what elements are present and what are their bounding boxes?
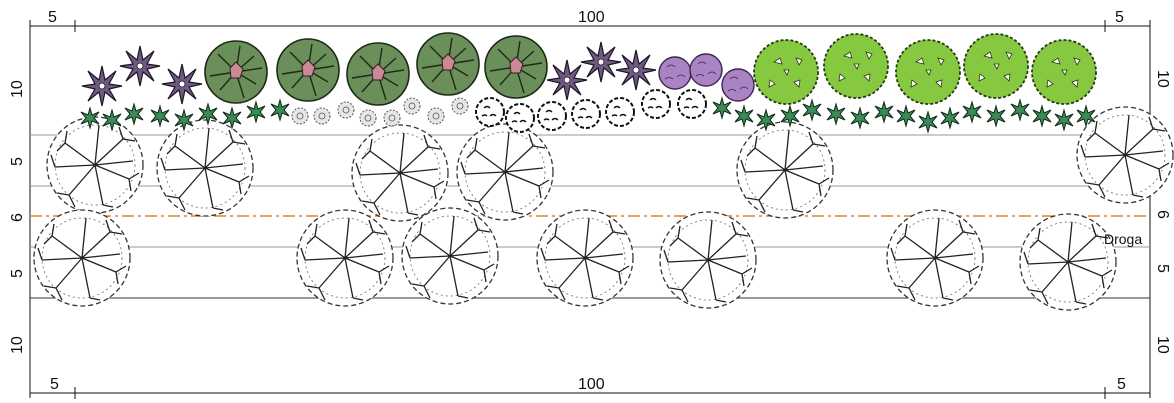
bottom-left-dimension: 5 [50,376,59,393]
dimension-lines [29,20,1151,399]
deciduous-tree-outline-icon [296,209,394,307]
round-shrub-icon [359,109,377,127]
deciduous-tree-outline-icon [33,209,131,307]
dark-crown-row [204,32,548,106]
small-shrub-icon [802,99,822,121]
conifer-crown-icon [416,32,480,96]
deciduous-tree-outline-icon [351,124,449,222]
deciduous-tree-outline-icon [456,123,554,221]
light-crown-row [753,33,1097,105]
bottom-right-dimension: 5 [1117,376,1126,393]
round-shrub-icon [571,99,601,129]
round-shrub-icon [641,89,671,119]
small-shrub-icon [712,97,732,119]
bottom-center-dimension: 100 [578,376,605,393]
small-shrub-icon [1032,105,1052,127]
top-left-dimension: 5 [48,9,57,26]
spiky-shrub-icon [580,41,622,83]
top-center-dimension: 100 [578,9,605,26]
round-shrub-icon [337,101,355,119]
broadleaf-crown-icon [823,33,889,99]
small-shrub-icon [1010,99,1030,121]
right-dimension-5: 10 [1154,336,1171,354]
round-shrub-icon [427,107,445,125]
left-dimension-3: 6 [9,213,26,222]
spiky-shrub-icon [119,45,161,87]
small-shrub-icon [246,101,266,123]
spiky-shrub-icon [161,63,203,105]
round-shrub-icon [291,107,309,125]
right-dimension-3: 6 [1154,210,1171,219]
broadleaf-crown-icon [963,33,1029,99]
left-dimension-2: 5 [9,157,26,166]
tree-row-lower [33,207,1117,311]
deciduous-tree-outline-icon [1019,213,1117,311]
deciduous-tree-outline-icon [736,121,834,219]
round-shrub-icon [658,56,692,90]
round-shrub-icon [383,109,401,127]
broadleaf-crown-icon [753,39,819,105]
round-shrub-icon [451,97,469,115]
small-shrub-icon [734,105,754,127]
small-shrub-icon [940,107,960,129]
spiky-shrub-icon [615,49,657,91]
small-shrub-icon [124,103,144,125]
deciduous-tree-outline-icon [536,209,634,307]
small-shrub-icon [826,103,846,125]
right-dimension-1: 10 [1154,70,1171,88]
round-shrub-icon [475,97,505,127]
purple-shrub-group [658,53,755,102]
deciduous-tree-outline-icon [46,116,144,214]
round-shrub-icon [537,101,567,131]
conifer-crown-icon [204,40,268,104]
spiky-shrub-icon [546,59,588,101]
left-dimension-1: 10 [9,80,26,98]
conifer-crown-icon [276,38,340,102]
round-shrub-icon [313,107,331,125]
round-shrub-icon [403,97,421,115]
small-shrub-icon [150,105,170,127]
top-right-dimension: 5 [1115,9,1124,26]
tree-row-upper [46,106,1174,222]
deciduous-tree-outline-icon [401,207,499,305]
round-shrub-icon [689,53,723,87]
broadleaf-crown-icon [895,39,961,105]
deciduous-tree-outline-icon [886,209,984,307]
road-label: Droga [1104,231,1142,247]
small-shrub-icon [918,111,938,133]
round-shrub-icon [677,89,707,119]
deciduous-tree-outline-icon [659,211,757,309]
small-shrub-icon [962,101,982,123]
small-shrub-icon [896,105,916,127]
deciduous-tree-outline-icon [1076,106,1174,204]
right-dimension-4: 5 [1154,264,1171,273]
broadleaf-crown-icon [1031,39,1097,105]
round-shrub-icon [605,97,635,127]
spiky-shrub-icon [81,65,123,107]
small-shrub-icon [270,99,290,121]
round-shrub-icon [721,68,755,102]
conifer-crown-icon [346,42,410,106]
conifer-crown-icon [484,35,548,99]
left-dimension-4: 5 [9,269,26,278]
small-shrub-icon [1054,109,1074,131]
round-shrub-icon [505,103,535,133]
small-shrub-icon [986,105,1006,127]
small-shrub-icon [874,101,894,123]
deciduous-tree-outline-icon [156,119,254,217]
left-dimension-5: 10 [9,336,26,354]
small-shrub-icon [850,107,870,129]
